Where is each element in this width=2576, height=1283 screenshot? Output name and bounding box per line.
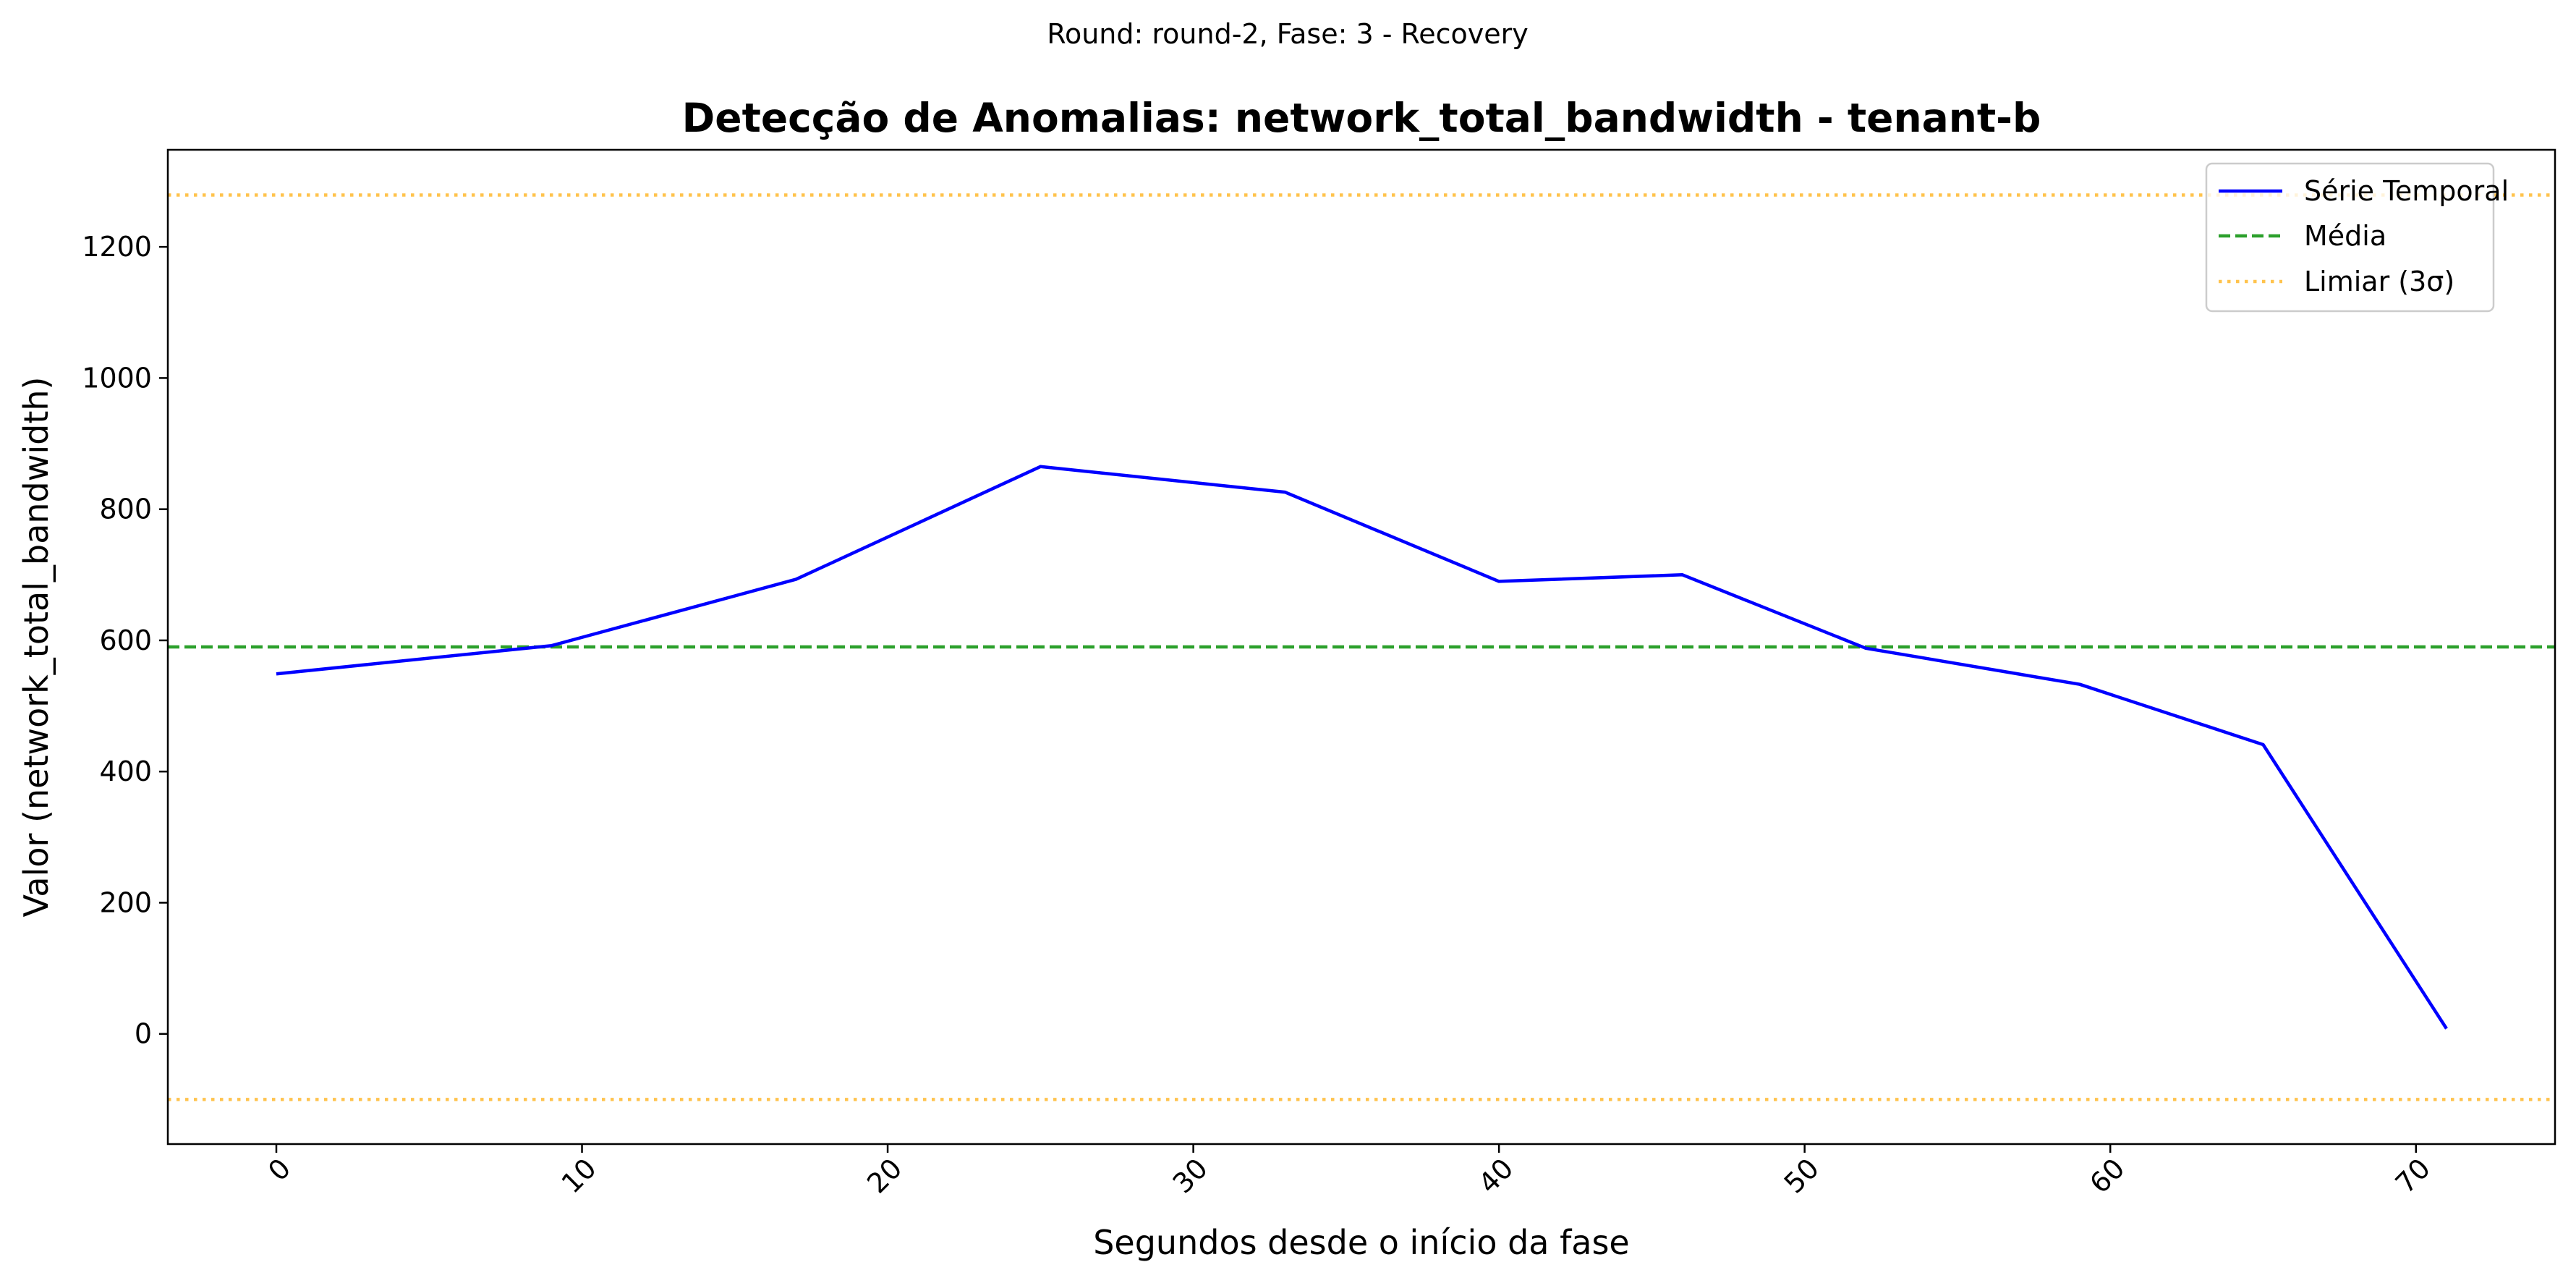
x-tick-label: 10 [556, 1152, 603, 1199]
plot-frame [166, 148, 2556, 1146]
reference-lines [168, 193, 2555, 1101]
legend: Série Temporal Média Limiar (3σ) [2205, 162, 2509, 313]
chart-title: Detecção de Anomalias: network_total_ban… [682, 95, 2041, 141]
x-axis-label: Segundos desde o início da fase [1093, 1223, 1630, 1262]
legend-frame [2205, 162, 2495, 313]
y-tick-label: 200 [99, 886, 152, 918]
y-tick-label: 800 [99, 494, 152, 525]
y-tick-label: 400 [99, 755, 152, 787]
y-tick-label: 600 [99, 624, 152, 656]
x-axis: 0 10 20 30 40 50 60 70 [262, 1144, 2436, 1200]
series-lines [276, 465, 2448, 1030]
legend-label-series: Série Temporal [2304, 175, 2509, 207]
y-tick-label: 0 [135, 1018, 152, 1050]
y-tick-label: 1000 [82, 362, 152, 394]
x-tick-label: 40 [1472, 1152, 1519, 1199]
x-tick-label: 50 [1778, 1152, 1825, 1199]
y-axis: 0 200 400 600 800 1000 1200 [82, 231, 168, 1050]
y-tick-label: 1200 [82, 231, 152, 263]
x-tick-label: 70 [2389, 1152, 2436, 1199]
x-tick-label: 60 [2083, 1152, 2130, 1199]
y-axis-label: Valor (network_total_bandwidth) [17, 377, 56, 918]
legend-label-threshold: Limiar (3σ) [2304, 266, 2454, 297]
x-tick-label: 0 [262, 1152, 297, 1187]
series-line-time-series [276, 465, 2448, 1030]
x-tick-label: 20 [861, 1152, 908, 1199]
legend-label-mean: Média [2304, 220, 2386, 252]
chart-suptitle: Round: round-2, Fase: 3 - Recovery [1047, 18, 1528, 50]
x-tick-label: 30 [1167, 1152, 1214, 1199]
